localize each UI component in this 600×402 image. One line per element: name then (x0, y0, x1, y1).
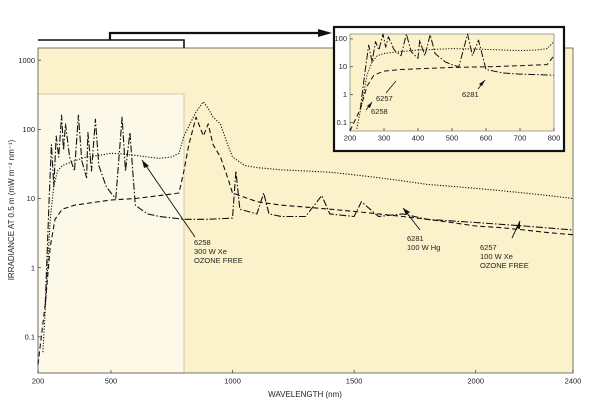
annotation-6258-line2: 300 W Xe (194, 247, 227, 256)
x-tick-label: 200 (32, 377, 45, 386)
inset-series-6281 (359, 33, 555, 110)
annotation-6257-line3: OZONE FREE (480, 261, 529, 270)
series-6257 (37, 116, 574, 365)
annotation-6257: 6257 100 W Xe OZONE FREE (480, 220, 529, 270)
annotation-6258-line3: OZONE FREE (194, 256, 243, 265)
y-tick-label: 10 (27, 194, 35, 203)
inset-pointer-arrow (38, 29, 332, 48)
inset-x-tick-label: 300 (378, 134, 391, 143)
inset-y-tick-label: 1 (343, 90, 347, 99)
x-tick-label: 1500 (346, 377, 363, 386)
inset-chart: 0.1 1 10 100 200 300 400 500 600 700 800 6257 625… (332, 25, 566, 153)
inset-x-tick-label: 500 (446, 134, 459, 143)
annotation-6281-line2: 100 W Hg (407, 243, 440, 252)
inset-label-6257: 6257 (376, 80, 397, 103)
inset-label-6258: 6258 (365, 101, 388, 116)
y-tick-label: 0.1 (25, 332, 35, 341)
y-tick-label: 1000 (18, 56, 35, 65)
plot-frame (37, 47, 574, 374)
annotation-6258: 6258 300 W Xe OZONE FREE (141, 159, 243, 265)
inset-x-tick-label: 800 (548, 134, 561, 143)
annotation-6258-line1: 6258 (194, 238, 211, 247)
inset-y-tick-label: 10 (339, 62, 347, 71)
inset-plot-background (349, 33, 555, 132)
inset-x-tick-label: 400 (412, 134, 425, 143)
x-tick-label: 500 (105, 377, 118, 386)
y-tick-label: 100 (22, 125, 35, 134)
x-tick-label: 1000 (224, 377, 241, 386)
annotation-6257-line1: 6257 (480, 243, 497, 252)
annotation-6281: 6281 100 W Hg (402, 207, 440, 252)
annotation-6281-line1: 6281 (407, 234, 424, 243)
inset-label-6258-text: 6258 (371, 107, 388, 116)
inset-x-tick-label: 200 (344, 134, 357, 143)
annotation-6257-line2: 100 W Xe (480, 252, 513, 261)
inset-label-6281: 6281 (462, 79, 486, 99)
series-6258 (42, 101, 574, 353)
inset-label-6281-text: 6281 (462, 90, 479, 99)
inset-x-tick-label: 700 (514, 134, 527, 143)
inset-y-tick-label: 100 (334, 34, 347, 43)
x-axis-label: WAVELENGTH (nm) (268, 390, 342, 399)
inset-y-tick-label: 0.1 (337, 118, 347, 127)
inset-region-marker (37, 93, 185, 374)
inset-x-tick-label: 600 (480, 134, 493, 143)
series-6281 (44, 114, 574, 304)
x-tick-label: 2400 (565, 377, 582, 386)
y-tick-label: 1 (31, 263, 35, 272)
x-tick-label: 2000 (467, 377, 484, 386)
inset-label-6257-text: 6257 (376, 94, 393, 103)
y-axis-label: IRRADIANCE AT 0.5 m (mW m⁻² nm⁻¹) (7, 139, 16, 280)
inset-series-6257 (349, 55, 555, 132)
